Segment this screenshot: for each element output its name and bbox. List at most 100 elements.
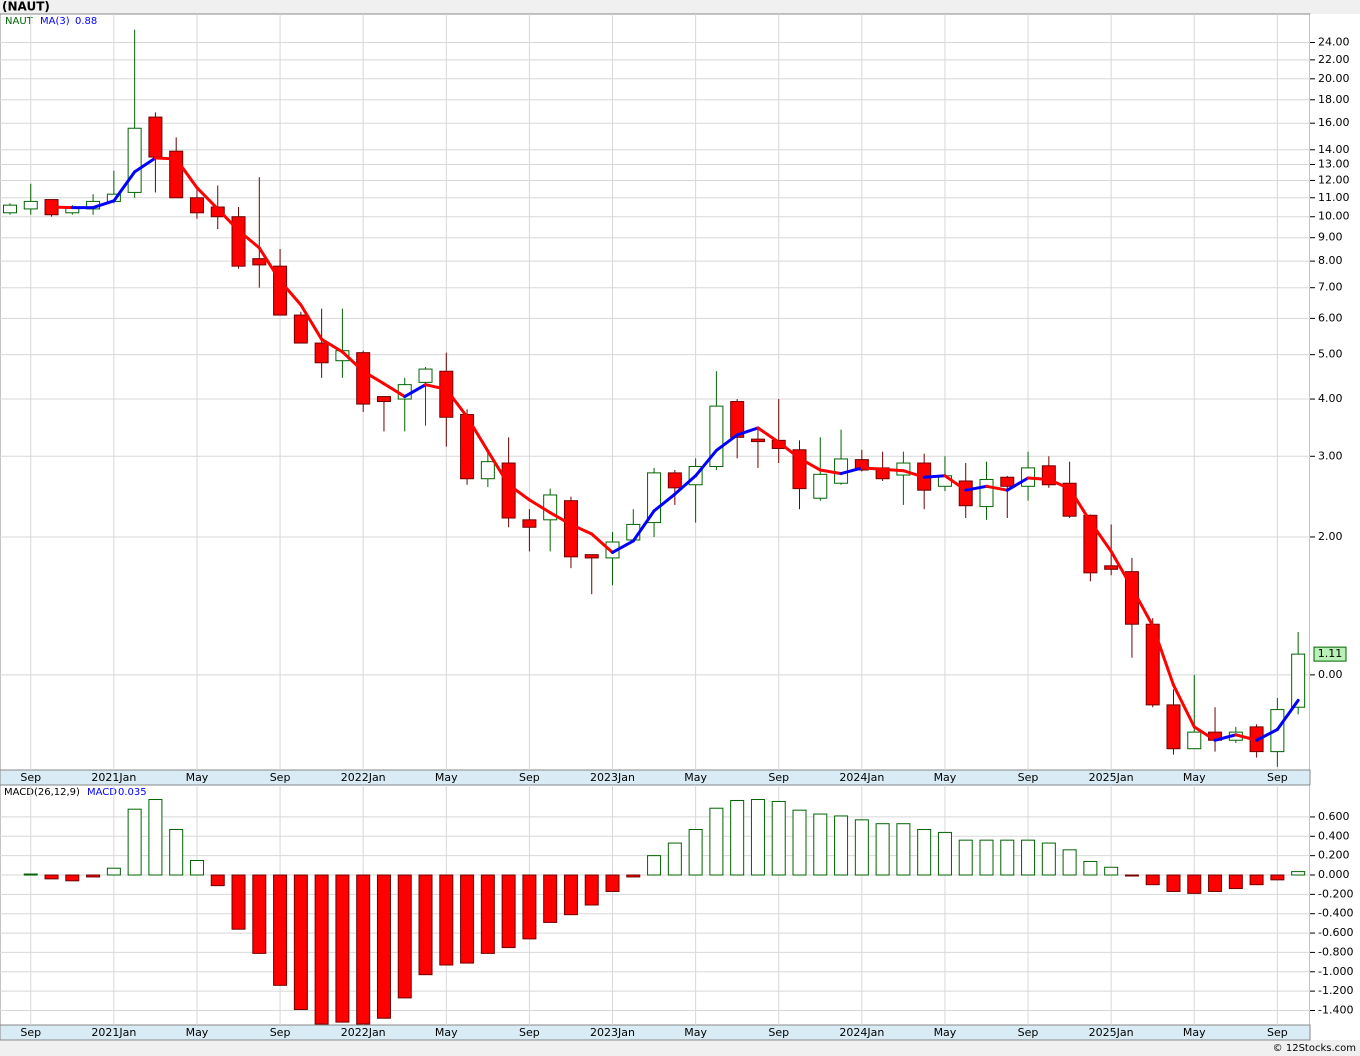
macd-bar (937, 831, 952, 876)
x-tick-label: May (435, 771, 458, 784)
macd-bar (1124, 874, 1139, 877)
candle-body (480, 461, 495, 480)
ma-segment (361, 369, 386, 386)
macd-bar (730, 799, 745, 876)
macd-bar (979, 839, 994, 876)
legend-name: NAUT (5, 16, 34, 27)
macd-axis (1310, 785, 1360, 1040)
x-tick-label: Sep (270, 1026, 291, 1039)
macd-bar (543, 874, 558, 923)
x-tick-label: 2021Jan (91, 1026, 136, 1039)
candle-body (189, 197, 204, 214)
y-tick-label: 0.00 (1318, 668, 1343, 681)
y-tick-label: 0.200 (1318, 849, 1350, 862)
ma-segment (631, 509, 656, 543)
ma-segment (922, 474, 947, 479)
ma-segment (714, 433, 739, 452)
macd-bar (584, 874, 599, 906)
candle-body (418, 368, 433, 383)
y-tick-label: 16.00 (1318, 116, 1350, 129)
x-tick-label: Sep (519, 1026, 540, 1039)
candle-body (252, 258, 267, 266)
y-tick-label: 18.00 (1318, 93, 1350, 106)
y-tick-label: -1.200 (1318, 984, 1353, 997)
last-price-label: 1.11 (1318, 647, 1343, 660)
ma-segment (1192, 725, 1217, 742)
chart-title: (NAUT) (2, 0, 50, 14)
macd-bar (1249, 874, 1264, 886)
macd-bar (854, 819, 869, 876)
ma-segment (382, 382, 407, 399)
y-tick-label: 0.600 (1318, 810, 1350, 823)
macd-bar (1041, 842, 1056, 876)
ma-segment (984, 484, 1009, 492)
y-tick-label: 13.00 (1318, 158, 1350, 171)
x-tick-label: Sep (20, 771, 41, 784)
y-tick-label: 3.00 (1318, 449, 1343, 462)
macd-bar (917, 829, 932, 876)
ma-segment (1047, 477, 1072, 491)
macd-bar (501, 874, 516, 949)
ma-segment (340, 350, 365, 373)
macd-bar (709, 807, 724, 876)
macd-bar (252, 874, 267, 954)
macd-bar (1000, 839, 1015, 876)
candle-body (1104, 565, 1119, 570)
legend-macd-value: 0.035 (118, 787, 147, 798)
macd-bar (563, 874, 578, 916)
ma-segment (1088, 520, 1113, 553)
candle-body (813, 473, 828, 499)
ma-segment (1068, 487, 1092, 524)
y-tick-label: 12.00 (1318, 173, 1350, 186)
candle-body (501, 462, 516, 519)
macd-bar (335, 874, 350, 1023)
candle-body (730, 401, 745, 438)
ma-segment (91, 199, 116, 210)
ma-segment (1130, 586, 1155, 628)
x-axis-strip (0, 1024, 1311, 1041)
macd-bar (273, 874, 288, 986)
y-tick-label: 0.400 (1318, 829, 1350, 842)
ma-segment (507, 483, 531, 502)
y-tick-label: 22.00 (1318, 53, 1350, 66)
x-tick-label: 2022Jan (341, 771, 386, 784)
ma-segment (839, 466, 864, 476)
ma-segment (50, 205, 74, 210)
x-tick-label: Sep (768, 1026, 789, 1039)
candle-body (709, 405, 724, 467)
y-tick-label: 9.00 (1318, 231, 1343, 244)
macd-bar (1083, 860, 1098, 876)
x-tick-label: 2022Jan (341, 1026, 386, 1039)
x-tick-label: May (1183, 1026, 1206, 1039)
macd-bar (127, 808, 142, 876)
ma-segment (777, 440, 802, 460)
candle-body (23, 200, 38, 210)
macd-bar (1270, 874, 1285, 881)
y-tick-label: 0.000 (1318, 868, 1350, 881)
candle-body (1000, 476, 1015, 487)
y-tick-label: 24.00 (1318, 36, 1350, 49)
candle-body (584, 554, 599, 559)
macd-bar (750, 799, 765, 876)
macd-bar (1291, 871, 1306, 876)
ma-segment (611, 539, 635, 554)
macd-bar (1062, 849, 1077, 876)
macd-bar (23, 873, 38, 876)
ma-segment (444, 387, 469, 419)
x-tick-label: May (186, 771, 209, 784)
macd-bar (1228, 874, 1243, 890)
macd-bar (293, 874, 308, 1011)
candle-body (750, 438, 765, 443)
ma-segment (673, 474, 698, 496)
y-tick-label: -0.600 (1318, 926, 1353, 939)
ma-segment (652, 492, 677, 513)
macd-bar (1166, 874, 1181, 892)
macd-bar (1145, 874, 1160, 886)
x-tick-label: May (934, 1026, 957, 1039)
ma-segment (1213, 733, 1238, 742)
x-tick-label: Sep (768, 771, 789, 784)
ma-segment (216, 207, 241, 233)
candle-body (376, 396, 391, 403)
macd-bar (210, 874, 225, 887)
ma-segment (174, 157, 199, 190)
